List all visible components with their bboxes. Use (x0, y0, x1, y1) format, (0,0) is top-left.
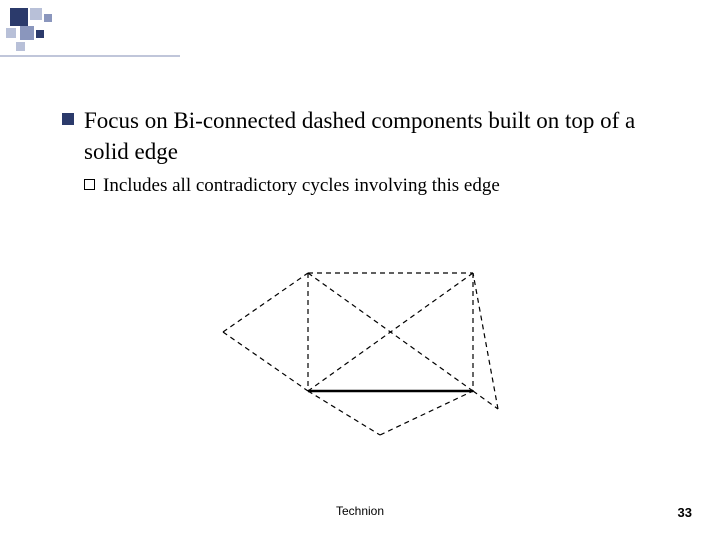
sub-point-text: Includes all contradictory cycles involv… (103, 173, 500, 199)
diagram-svg (215, 260, 515, 440)
hollow-square-bullet-icon (84, 179, 95, 190)
biconnected-diagram (215, 260, 515, 440)
square-bullet-icon (62, 113, 74, 125)
sub-bullet-row: Includes all contradictory cycles involv… (84, 173, 680, 199)
main-point-text: Focus on Bi-connected dashed components … (84, 105, 680, 167)
decor-svg (0, 0, 180, 70)
edge-G-B (473, 273, 498, 409)
edge-F-D (380, 391, 473, 435)
footer-page-number: 33 (678, 505, 692, 520)
edge-E-C (223, 332, 308, 391)
edge-D-G (473, 391, 498, 409)
content-area: Focus on Bi-connected dashed components … (62, 105, 680, 199)
main-bullet-row: Focus on Bi-connected dashed components … (62, 105, 680, 167)
corner-decoration (0, 0, 180, 70)
edge-C-F (308, 391, 380, 435)
footer-institution: Technion (0, 504, 720, 518)
edge-E-A (223, 273, 308, 332)
